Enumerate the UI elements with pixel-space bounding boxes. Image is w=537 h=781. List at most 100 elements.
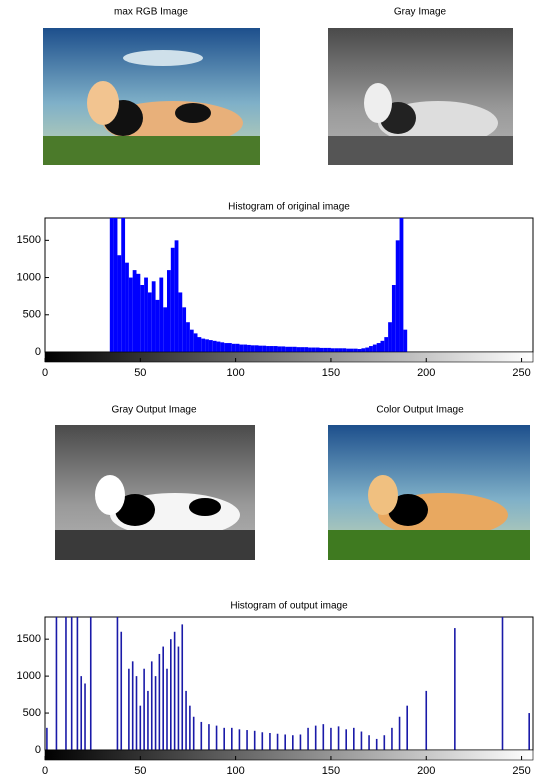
bar <box>289 346 293 352</box>
chart-title: Histogram of original image <box>228 202 350 213</box>
bar <box>174 240 179 352</box>
bar <box>205 339 209 352</box>
bar <box>140 285 145 352</box>
x-tick-label: 200 <box>417 367 435 379</box>
bar <box>250 345 255 352</box>
bar <box>235 343 240 352</box>
image-title: Gray Output Image <box>111 405 196 416</box>
bar <box>117 255 122 352</box>
y-tick-label: 500 <box>23 309 41 321</box>
plot-area <box>44 616 534 751</box>
bar <box>315 347 320 352</box>
bar <box>128 277 133 352</box>
bar <box>182 307 187 352</box>
bar <box>376 343 381 352</box>
bar <box>395 240 400 352</box>
bar <box>357 349 362 352</box>
bar <box>121 218 126 352</box>
x-tick-label: 100 <box>226 367 244 379</box>
bar <box>136 273 141 352</box>
y-tick-label: 500 <box>23 707 41 719</box>
bar <box>197 337 202 352</box>
x-tick-label: 150 <box>322 367 340 379</box>
colorbar <box>44 351 534 363</box>
bar <box>132 270 137 352</box>
bar <box>304 347 309 352</box>
bar <box>167 270 171 352</box>
y-tick-label: 0 <box>35 744 41 756</box>
bar <box>220 342 225 352</box>
bar <box>125 262 129 352</box>
x-tick-label: 100 <box>226 765 244 776</box>
bar <box>296 347 301 352</box>
bar <box>273 346 278 352</box>
bar <box>216 341 221 352</box>
bar <box>346 348 350 352</box>
bar <box>350 348 354 352</box>
bar <box>391 285 396 352</box>
x-tick-label: 50 <box>134 367 146 379</box>
bar <box>109 218 114 352</box>
bar <box>212 340 217 352</box>
bar <box>327 347 331 352</box>
colorbar <box>44 749 534 761</box>
bar <box>380 340 385 352</box>
bar <box>189 329 194 352</box>
x-tick-label: 150 <box>322 765 340 776</box>
y-tick-label: 1500 <box>17 633 41 645</box>
image-title: Gray Image <box>394 7 447 18</box>
bar <box>266 346 270 352</box>
bar <box>311 347 316 352</box>
bar <box>155 299 160 352</box>
x-tick-label: 250 <box>512 765 530 776</box>
bar <box>262 345 267 352</box>
bar <box>201 338 206 352</box>
y-tick-label: 1000 <box>17 271 41 283</box>
x-tick-label: 200 <box>417 765 435 776</box>
bar <box>170 247 175 352</box>
bar <box>151 281 156 352</box>
bar <box>178 292 183 352</box>
bar <box>243 344 248 352</box>
bar <box>113 218 118 352</box>
bar <box>231 343 236 352</box>
bar <box>163 307 167 352</box>
image <box>43 28 260 165</box>
chart-title: Histogram of output image <box>230 601 348 612</box>
bar <box>384 337 389 352</box>
bar <box>372 344 377 352</box>
bar <box>365 347 370 352</box>
x-tick-label: 0 <box>42 765 48 776</box>
image-title: max RGB Image <box>114 7 188 18</box>
bar <box>361 348 366 352</box>
bar <box>334 348 339 352</box>
bar <box>193 333 198 352</box>
bar <box>258 345 263 352</box>
bar <box>292 346 297 352</box>
bar <box>330 348 335 352</box>
bar <box>388 322 392 352</box>
bar <box>285 346 289 352</box>
bar <box>159 277 164 352</box>
bar <box>147 292 152 352</box>
bar <box>399 218 404 352</box>
image <box>328 28 513 165</box>
bar <box>224 343 228 352</box>
bar <box>269 346 274 352</box>
bar <box>403 329 408 352</box>
x-tick-label: 0 <box>42 367 48 379</box>
bar <box>319 347 324 352</box>
bar <box>308 347 312 352</box>
bar <box>254 345 259 352</box>
bar <box>186 322 190 352</box>
bar <box>144 277 148 352</box>
bar <box>338 348 343 352</box>
image-title: Color Output Image <box>376 405 464 416</box>
bar <box>323 347 328 352</box>
y-tick-label: 0 <box>35 346 41 358</box>
x-tick-label: 250 <box>512 367 530 379</box>
bar <box>281 346 286 352</box>
y-tick-label: 1000 <box>17 670 41 682</box>
image <box>328 425 530 560</box>
